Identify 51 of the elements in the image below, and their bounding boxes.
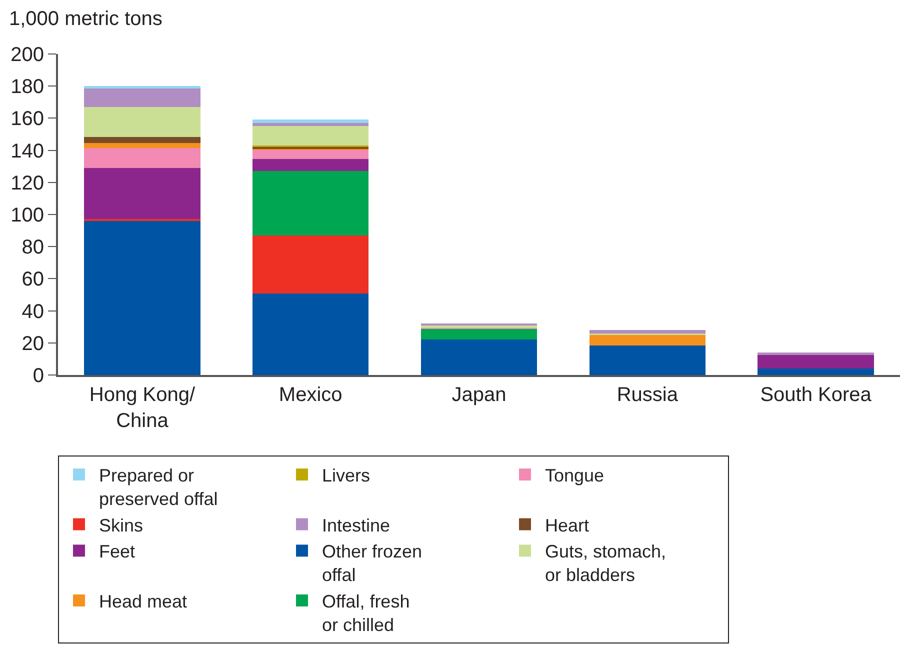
bar [589,346,706,375]
x-tick-label: Mexico [278,384,342,406]
y-tick-label: 0 [32,365,44,387]
x-tick-label: Hong Kong/ China [89,384,196,432]
x-tick-label: Japan [452,384,506,406]
bar [252,171,369,236]
bar [84,107,200,137]
bar [84,86,200,88]
bar [252,235,369,294]
y-tick-label: 40 [22,300,44,323]
legend-label: Tongue [545,465,604,486]
legend-label: Skins [99,515,144,536]
y-tick-label: 120 [10,172,44,194]
bar [589,334,706,346]
x-tick-label: Russia [616,384,679,406]
bar [84,142,200,148]
bar [589,330,706,334]
y-tick-label: 140 [10,140,44,162]
x-tick-label: South Korea [760,384,872,406]
bar [84,220,200,375]
bar [252,119,369,124]
bar [758,368,874,375]
legend-label: Prepared or preserved offal [99,465,218,509]
bar [758,354,874,368]
bar [252,123,369,126]
y-tick-label: 80 [22,236,44,259]
legend-label: Head meat [99,591,188,612]
y-tick-label: 200 [10,44,44,66]
legend-label: Other frozen offal [322,542,422,586]
legend-label: Intestine [322,515,390,536]
y-tick-label: 100 [10,204,44,226]
bar [252,150,369,159]
legend-label: Guts, stomach, or bladders [545,542,666,586]
y-tick-label: 60 [22,268,44,291]
legend-label: Feet [99,542,136,562]
bar [420,339,538,375]
legend-label: Offal, fresh or chilled [322,591,410,635]
bar [84,148,200,168]
y-tick-label: 20 [22,332,44,355]
y-axis-title: 1,000 metric tons [9,8,162,30]
legend-label: Livers [322,465,370,486]
bar [84,136,200,143]
y-tick-label: 160 [10,108,44,130]
legend-label: Heart [545,515,590,536]
bar [252,158,369,172]
bar [252,293,369,375]
bar [84,88,200,108]
bar [252,126,369,146]
bar [420,328,538,340]
y-tick-label: 180 [10,76,44,98]
bar [84,168,200,219]
